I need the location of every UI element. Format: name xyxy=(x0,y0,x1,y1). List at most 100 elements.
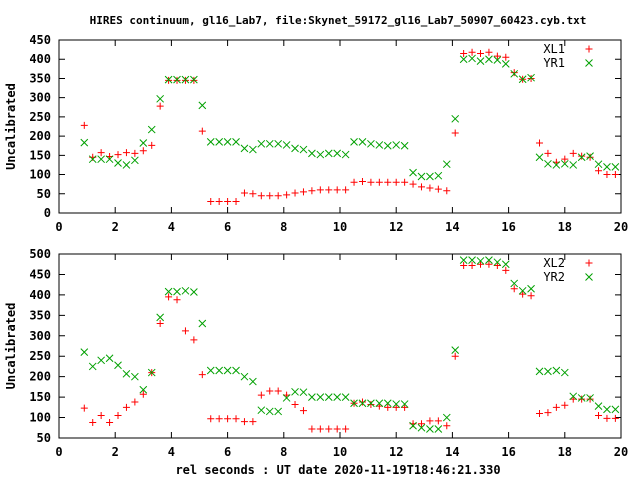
data-point xyxy=(190,336,198,344)
data-point xyxy=(131,398,139,406)
x-tick-label: 12 xyxy=(389,220,403,234)
data-point xyxy=(324,393,333,401)
legend-marker xyxy=(585,59,593,67)
data-point xyxy=(139,390,147,398)
data-point xyxy=(333,149,342,158)
data-point xyxy=(308,187,316,195)
data-point xyxy=(173,296,181,304)
y-tick-label: 250 xyxy=(29,110,51,124)
data-point xyxy=(535,153,544,162)
data-point xyxy=(544,409,552,417)
data-point xyxy=(156,313,165,322)
x-tick-label: 20 xyxy=(614,445,628,459)
data-point xyxy=(207,197,215,205)
data-point xyxy=(611,163,620,171)
data-point xyxy=(181,327,189,335)
data-point xyxy=(333,393,342,401)
data-point xyxy=(595,167,603,175)
data-point xyxy=(291,400,299,408)
data-point xyxy=(426,184,434,192)
data-point xyxy=(282,141,291,149)
data-point xyxy=(122,369,131,378)
data-point xyxy=(434,425,443,433)
x-tick-label: 14 xyxy=(445,445,459,459)
x-tick-label: 18 xyxy=(558,220,572,234)
data-point xyxy=(274,139,283,148)
data-point xyxy=(114,159,122,167)
data-point xyxy=(518,75,527,84)
y-tick-label: 300 xyxy=(29,91,51,105)
data-point xyxy=(173,75,181,84)
data-point xyxy=(333,425,341,433)
data-point xyxy=(215,366,224,375)
data-point xyxy=(299,188,307,196)
data-point xyxy=(476,257,485,265)
data-point xyxy=(274,407,283,416)
data-point xyxy=(232,415,240,423)
data-point xyxy=(595,412,603,420)
data-point xyxy=(240,144,249,153)
data-point xyxy=(156,102,164,110)
data-point xyxy=(569,149,577,157)
legend-marker xyxy=(585,259,593,267)
data-point xyxy=(283,191,291,199)
x-tick-label: 14 xyxy=(445,220,459,234)
data-point xyxy=(544,149,552,157)
data-point xyxy=(586,394,594,402)
data-point xyxy=(308,149,316,158)
data-point xyxy=(400,400,409,408)
data-point xyxy=(468,54,476,63)
data-point xyxy=(401,178,409,186)
data-point xyxy=(249,377,257,386)
data-point xyxy=(569,392,578,401)
data-point xyxy=(265,407,274,416)
data-point xyxy=(206,366,215,375)
data-point xyxy=(519,290,527,298)
data-point xyxy=(451,346,460,354)
data-point xyxy=(417,183,425,191)
data-point xyxy=(324,149,333,158)
data-point xyxy=(493,258,502,267)
data-point xyxy=(165,293,173,301)
data-point xyxy=(527,73,535,82)
data-point xyxy=(443,187,451,195)
data-point xyxy=(80,404,88,412)
data-point xyxy=(333,186,341,194)
data-point xyxy=(485,55,493,64)
data-point xyxy=(291,144,299,153)
data-point xyxy=(215,138,224,146)
x-tick-label: 12 xyxy=(389,445,403,459)
data-point xyxy=(316,186,324,194)
data-point xyxy=(139,139,148,147)
data-point xyxy=(383,399,392,408)
y-tick-label: 450 xyxy=(29,267,51,281)
data-point xyxy=(577,394,586,402)
data-point xyxy=(383,141,392,150)
data-point xyxy=(409,421,417,430)
legend-label: XL1 xyxy=(543,42,565,56)
data-point xyxy=(442,413,451,422)
data-point xyxy=(173,76,181,84)
data-point xyxy=(485,256,493,264)
y-tick-label: 0 xyxy=(44,206,51,220)
data-point xyxy=(544,367,552,376)
data-point xyxy=(434,417,442,425)
data-point xyxy=(342,425,350,433)
data-point xyxy=(434,185,442,193)
data-point xyxy=(97,149,105,157)
data-point xyxy=(308,425,316,433)
data-point xyxy=(451,114,460,123)
data-point xyxy=(232,366,240,375)
data-point xyxy=(434,171,443,180)
data-point xyxy=(375,141,384,149)
data-point xyxy=(392,141,401,149)
data-point xyxy=(156,320,164,328)
data-point xyxy=(417,423,426,432)
data-point xyxy=(131,149,139,157)
data-point xyxy=(493,261,501,269)
x-tick-label: 6 xyxy=(224,445,231,459)
data-point xyxy=(392,400,401,408)
x-tick-label: 10 xyxy=(333,220,347,234)
data-point xyxy=(274,387,282,395)
data-point xyxy=(139,385,148,394)
